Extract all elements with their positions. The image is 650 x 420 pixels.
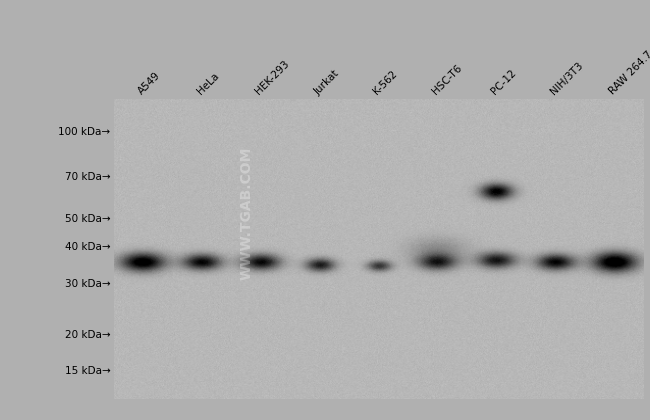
Text: 40 kDa→: 40 kDa→ [65, 242, 110, 252]
Text: HeLa: HeLa [195, 71, 220, 97]
Text: 70 kDa→: 70 kDa→ [65, 172, 110, 182]
Text: 100 kDa→: 100 kDa→ [58, 127, 110, 137]
Text: Jurkat: Jurkat [313, 68, 341, 97]
Text: A549: A549 [136, 71, 162, 97]
Text: 15 kDa→: 15 kDa→ [65, 366, 110, 376]
Text: HSC-T6: HSC-T6 [430, 63, 464, 97]
Text: HEK-293: HEK-293 [254, 59, 292, 97]
Text: 50 kDa→: 50 kDa→ [65, 214, 110, 224]
Text: 20 kDa→: 20 kDa→ [65, 330, 110, 340]
Text: WWW.TGAB.COM: WWW.TGAB.COM [239, 146, 254, 279]
Text: RAW 264.7: RAW 264.7 [607, 50, 650, 97]
Text: 30 kDa→: 30 kDa→ [65, 278, 110, 289]
Text: PC-12: PC-12 [489, 68, 518, 97]
Text: K-562: K-562 [372, 69, 399, 97]
Text: NIH/3T3: NIH/3T3 [548, 60, 584, 97]
